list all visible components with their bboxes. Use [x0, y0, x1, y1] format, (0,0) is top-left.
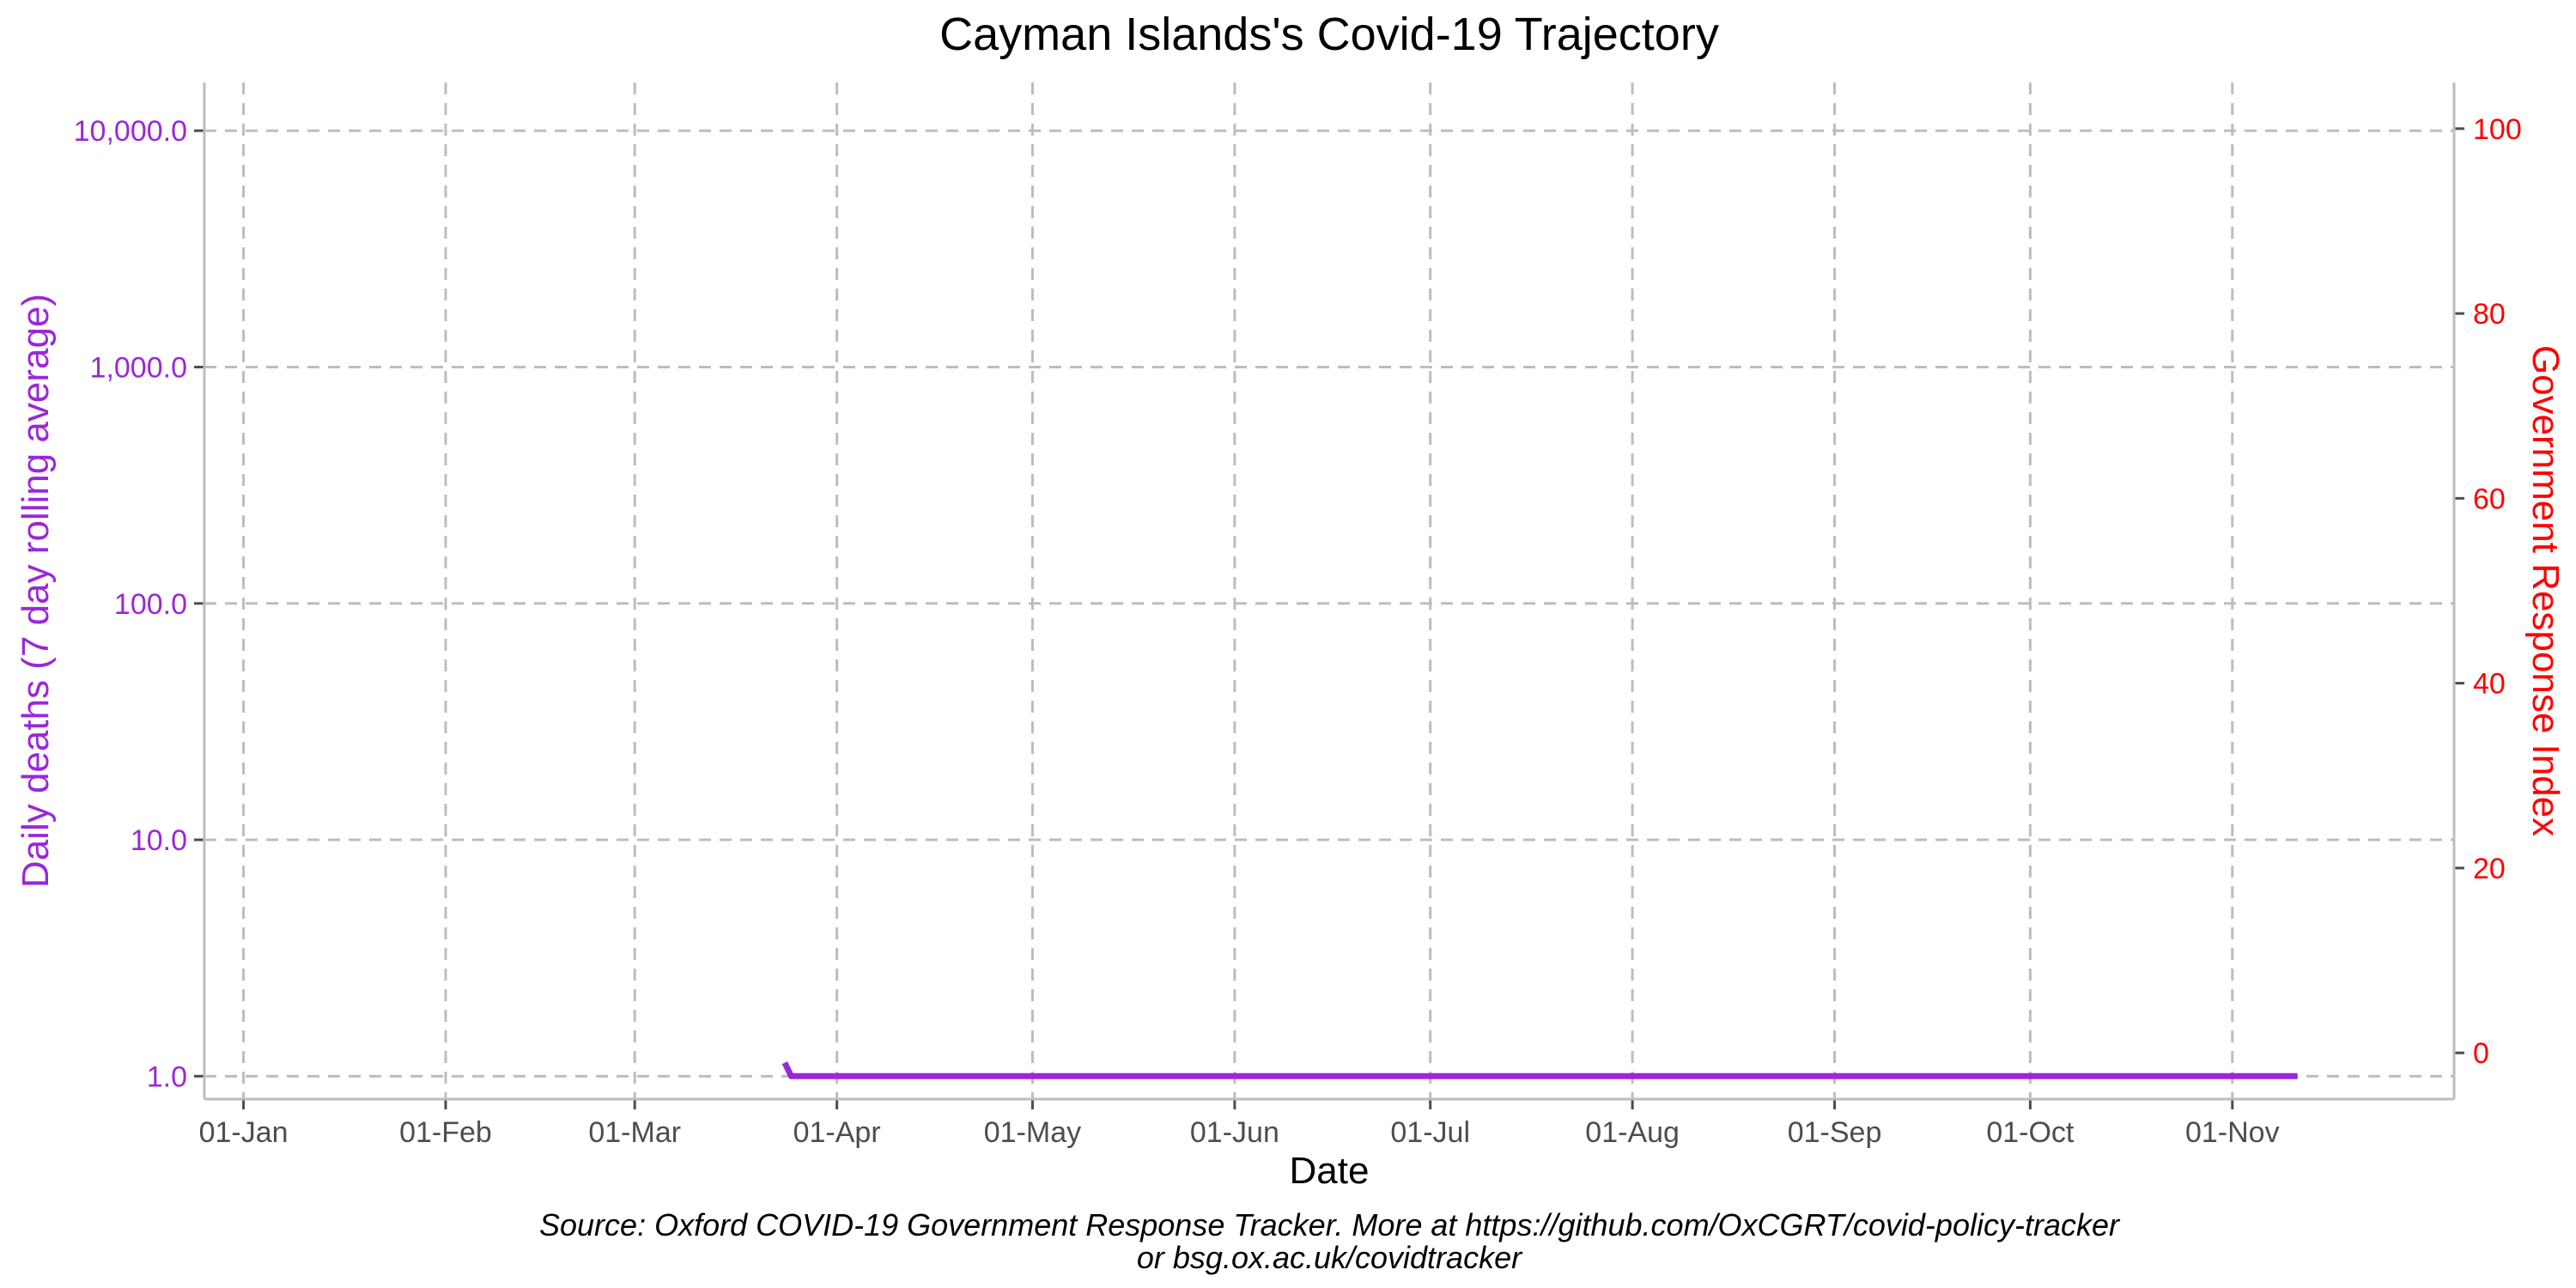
- y-tick-label-left: 10,000.0: [74, 115, 187, 148]
- caption-line-1: Source: Oxford COVID-19 Government Respo…: [539, 1207, 2121, 1242]
- chart-title: Cayman Islands's Covid-19 Trajectory: [939, 9, 1719, 60]
- x-tick-label: 01-Oct: [1986, 1116, 2075, 1149]
- x-axis-title: Date: [1290, 1150, 1370, 1192]
- x-tick-label: 01-Nov: [2185, 1116, 2280, 1149]
- x-tick-label: 01-May: [984, 1116, 1081, 1149]
- x-tick-label: 01-Jan: [199, 1116, 289, 1149]
- y-tick-label-right: 80: [2473, 298, 2506, 331]
- caption-line-2: or bsg.ox.ac.uk/covidtracker: [1137, 1240, 1523, 1275]
- axes: [194, 82, 2464, 1109]
- y-axis-title-right: Government Response Index: [2524, 345, 2567, 836]
- x-tick-label: 01-Jul: [1390, 1116, 1470, 1149]
- y-tick-label-right: 0: [2473, 1037, 2489, 1070]
- series-group: [781, 1061, 2298, 1079]
- deaths-series-line: [781, 1061, 2298, 1079]
- x-tick-label: 01-Feb: [399, 1116, 492, 1149]
- x-tick-label: 01-Apr: [793, 1116, 881, 1149]
- x-tick-label: 01-Mar: [588, 1116, 681, 1149]
- x-tick-label: 01-Sep: [1788, 1116, 1882, 1149]
- y-tick-label-right: 40: [2473, 668, 2506, 701]
- y-tick-label-left: 1.0: [147, 1060, 187, 1093]
- x-tick-label: 01-Jun: [1190, 1116, 1279, 1149]
- y-tick-label-left: 10.0: [131, 824, 187, 857]
- x-tick-label: 01-Aug: [1585, 1116, 1680, 1149]
- tick-labels: 01-Jan 01-Feb 01-Mar 01-Apr 01-May 01-Jun 01-J…: [74, 113, 2522, 1149]
- y-tick-label-right: 20: [2473, 853, 2506, 885]
- y-tick-label-left: 100.0: [114, 588, 187, 621]
- y-tick-label-right: 60: [2473, 483, 2506, 515]
- y-tick-label-right: 100: [2473, 113, 2522, 146]
- grid: [204, 82, 2454, 1099]
- y-tick-label-left: 1,000.0: [90, 351, 187, 384]
- y-axis-title-left: Daily deaths (7 day rolling average): [15, 294, 57, 888]
